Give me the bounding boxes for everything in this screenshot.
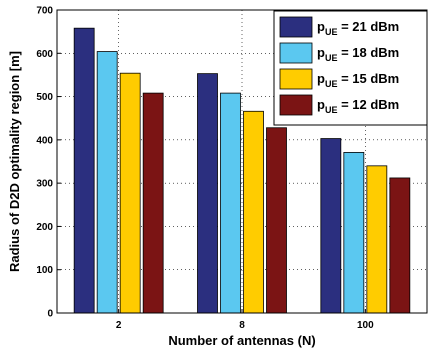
bar-8-series-2 — [220, 92, 241, 314]
bar-100-series-2 — [343, 152, 365, 314]
x-tick-label: 100 — [357, 320, 374, 331]
legend-entry-label: pUE = 12 dBm — [317, 97, 399, 115]
legend-swatch — [279, 16, 313, 38]
x-ticks: 2 8 100 — [116, 309, 374, 331]
legend-entry-label: pUE = 15 dBm — [317, 71, 399, 89]
bar-2-series-4 — [142, 92, 164, 314]
bar-2-series-2 — [96, 51, 118, 314]
bar-8-series-4 — [266, 127, 287, 314]
x-axis-label: Number of antennas (N) — [168, 333, 315, 348]
bar-2-series-3 — [119, 72, 141, 314]
bar-8-series-3 — [243, 110, 264, 314]
y-tick-label: 300 — [36, 179, 53, 190]
y-axis-label: Radius of D2D optimality region [m] — [7, 51, 22, 272]
bar-100-series-3 — [366, 165, 388, 314]
y-tick-label: 700 — [36, 6, 53, 17]
y-tick-label: 0 — [47, 309, 53, 320]
x-tick-label: 2 — [116, 320, 122, 331]
bar-100-series-4 — [389, 177, 411, 314]
y-tick-label: 600 — [36, 49, 53, 60]
y-tick-label: 500 — [36, 92, 53, 103]
legend-entry-label: pUE = 18 dBm — [317, 45, 399, 63]
y-tick-label: 400 — [36, 135, 53, 146]
y-ticks: 0 100 200 300 400 500 600 700 — [36, 6, 61, 320]
legend-entry-label: pUE = 21 dBm — [317, 19, 399, 37]
x-tick-label: 8 — [239, 320, 245, 331]
bar-8-series-1 — [197, 73, 218, 314]
legend: pUE = 21 dBm pUE = 18 dBm pUE = 15 dBm pUE … — [273, 10, 428, 126]
y-tick-label: 200 — [36, 222, 53, 233]
legend-swatch — [279, 94, 313, 116]
y-tick-label: 100 — [36, 265, 53, 276]
bar-100-series-1 — [320, 138, 342, 314]
legend-swatch — [279, 68, 313, 90]
legend-swatch — [279, 42, 313, 64]
bar-2-series-1 — [73, 27, 95, 314]
